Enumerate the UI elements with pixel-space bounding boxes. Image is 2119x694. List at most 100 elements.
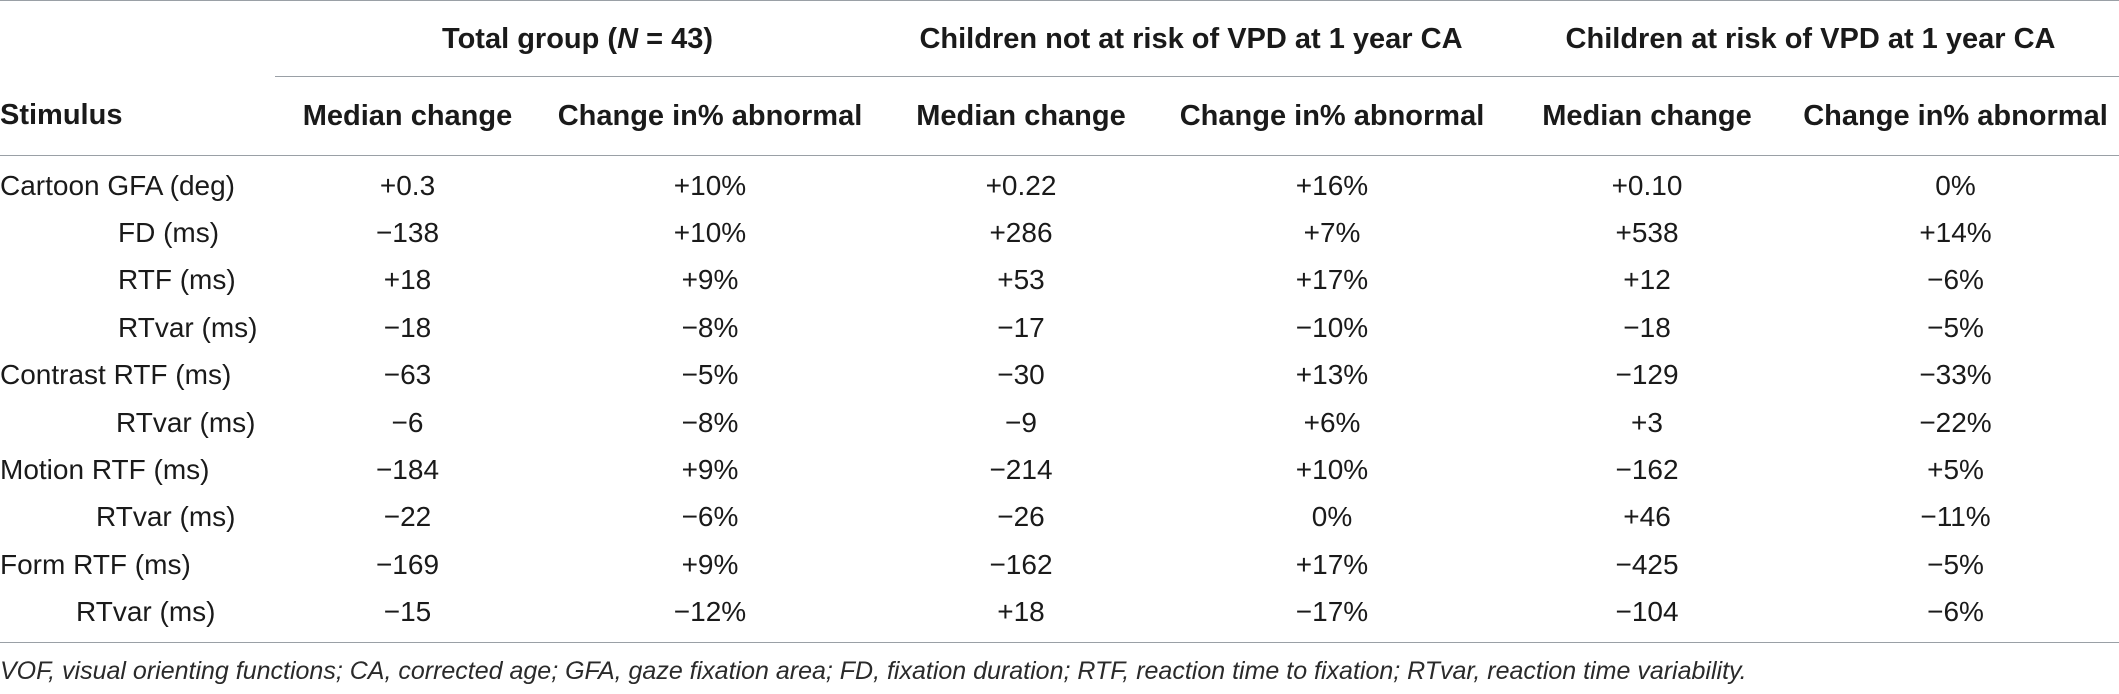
total-median-change-cell: +0.3 xyxy=(379,169,436,201)
stimulus-cell: Form RTF (ms) xyxy=(0,548,191,580)
blank-header-cell xyxy=(0,0,275,77)
total-change-abnormal-cell: −8% xyxy=(681,311,739,343)
not-at-risk-change-abnormal-cell: +13% xyxy=(1295,359,1369,391)
group-header-total: Total group (N = 43) xyxy=(275,0,880,77)
group-header-at-risk: Children at risk of VPD at 1 year CA xyxy=(1502,0,2119,77)
total-change-abnormal-cell: +10% xyxy=(673,169,747,201)
at-risk-change-abnormal-cell: 0% xyxy=(1935,169,1976,201)
not-at-risk-change-abnormal-cell: +16% xyxy=(1295,169,1369,201)
stimulus-cell: FD (ms) xyxy=(118,217,220,249)
total-median-change-cell: −169 xyxy=(375,548,440,580)
at-risk-change-abnormal-cell: −22% xyxy=(1919,406,1992,438)
not-at-risk-change-abnormal-cell: −17% xyxy=(1162,588,1503,643)
not-at-risk-change-abnormal-cell: +7% xyxy=(1303,217,1361,249)
total-change-abnormal-cell: −6% xyxy=(681,501,739,533)
stimulus-cell: RTvar (ms) xyxy=(0,588,275,643)
table-row: Contrast RTF (ms) −63 −5% −30 +13% −129 −33% xyxy=(0,352,2119,399)
not-at-risk-median-change-header: Median change xyxy=(880,76,1162,156)
not-at-risk-change-abnormal-cell: +17% xyxy=(1295,264,1369,296)
at-risk-change-abnormal-cell: −5% xyxy=(1927,548,1984,580)
at-risk-median-change-cell: −425 xyxy=(1615,548,1679,580)
total-group-prefix: Total group ( xyxy=(442,23,618,55)
table-row: RTF (ms) +18 +9% +53 +17% +12 −6% xyxy=(0,257,2119,304)
total-median-change-cell: −15 xyxy=(275,588,540,643)
table-row: Form RTF (ms) −169 +9% −162 +17% −425 −5% xyxy=(0,541,2119,588)
total-median-change-header: Median change xyxy=(275,76,540,156)
total-change-abnormal-cell: −12% xyxy=(540,588,880,643)
not-at-risk-median-change-cell: −9 xyxy=(1005,406,1037,438)
not-at-risk-median-change-cell: +53 xyxy=(997,264,1045,296)
total-change-abnormal-cell: −5% xyxy=(681,359,739,391)
not-at-risk-median-change-cell: −17 xyxy=(997,311,1045,343)
not-at-risk-change-abnormal-cell: 0% xyxy=(1311,501,1353,533)
stimulus-cell: Motion RTF (ms) xyxy=(0,454,210,486)
results-table: Total group (N = 43) Children not at ris… xyxy=(0,0,2119,643)
not-at-risk-median-change-cell: −30 xyxy=(997,359,1045,391)
total-median-change-cell: −184 xyxy=(375,454,440,486)
at-risk-median-change-cell: +0.10 xyxy=(1611,169,1683,201)
table-row: FD (ms) −138 +10% +286 +7% +538 +14% xyxy=(0,209,2119,256)
not-at-risk-change-abnormal-cell: +10% xyxy=(1295,454,1369,486)
at-risk-change-abnormal-cell: −6% xyxy=(1792,588,2119,643)
not-at-risk-median-change-cell: −162 xyxy=(989,548,1053,580)
not-at-risk-change-abnormal-cell: +6% xyxy=(1303,406,1361,438)
table-body: Cartoon GFA (deg) +0.3 +10% +0.22 +16% +0.10 0… xyxy=(0,156,2119,643)
not-at-risk-median-change-cell: +18 xyxy=(880,588,1162,643)
stimulus-cell: Contrast RTF (ms) xyxy=(0,359,232,391)
total-median-change-cell: −22 xyxy=(383,501,432,533)
at-risk-change-abnormal-header: Change in% abnormal xyxy=(1792,76,2119,156)
at-risk-median-change-cell: −162 xyxy=(1615,454,1679,486)
at-risk-change-abnormal-cell: −33% xyxy=(1919,359,1992,391)
at-risk-median-change-cell: −129 xyxy=(1615,359,1679,391)
not-at-risk-change-abnormal-cell: −10% xyxy=(1295,311,1369,343)
at-risk-median-change-cell: −18 xyxy=(1623,311,1671,343)
total-group-suffix: = 43) xyxy=(638,23,713,55)
stimulus-cell: RTF (ms) xyxy=(118,264,236,296)
total-median-change-cell: +18 xyxy=(383,264,432,296)
total-change-abnormal-cell: +9% xyxy=(681,454,739,486)
at-risk-change-abnormal-cell: −5% xyxy=(1927,311,1984,343)
table-row: Cartoon GFA (deg) +0.3 +10% +0.22 +16% +0.10 0… xyxy=(0,156,2119,210)
total-median-change-cell: −63 xyxy=(383,359,432,391)
at-risk-change-abnormal-cell: −11% xyxy=(1920,501,1991,533)
not-at-risk-change-abnormal-cell: +17% xyxy=(1295,548,1369,580)
table-row: RTvar (ms) −22 −6% −26 0% +46 −11% xyxy=(0,494,2119,541)
table-row: RTvar (ms) −18 −8% −17 −10% −18 −5% xyxy=(0,304,2119,351)
not-at-risk-change-abnormal-header: Change in% abnormal xyxy=(1162,76,1503,156)
stimulus-cell: RTvar (ms) xyxy=(116,406,256,438)
at-risk-median-change-cell: +538 xyxy=(1615,217,1679,249)
at-risk-median-change-cell: −104 xyxy=(1502,588,1793,643)
not-at-risk-median-change-cell: −26 xyxy=(997,501,1045,533)
stimulus-cell: Cartoon GFA (deg) xyxy=(0,169,236,201)
at-risk-median-change-cell: +12 xyxy=(1623,264,1671,296)
table-header: Total group (N = 43) Children not at ris… xyxy=(0,0,2119,156)
total-group-n: N xyxy=(617,23,639,55)
table-row: RTvar (ms) −6 −8% −9 +6% +3 −22% xyxy=(0,399,2119,446)
total-median-change-cell: −138 xyxy=(375,217,440,249)
at-risk-change-abnormal-cell: +14% xyxy=(1919,217,1992,249)
total-change-abnormal-cell: +10% xyxy=(673,217,747,249)
at-risk-change-abnormal-cell: +5% xyxy=(1927,454,1984,486)
results-table-container: Total group (N = 43) Children not at ris… xyxy=(0,0,2119,643)
total-change-abnormal-cell: +9% xyxy=(681,264,739,296)
table-row: Motion RTF (ms) −184 +9% −214 +10% −162 +5% xyxy=(0,446,2119,493)
stimulus-header: Stimulus xyxy=(0,76,275,156)
stimulus-cell: RTvar (ms) xyxy=(96,501,236,533)
total-change-abnormal-cell: +9% xyxy=(681,548,739,580)
at-risk-median-change-header: Median change xyxy=(1502,76,1793,156)
not-at-risk-median-change-cell: −214 xyxy=(989,454,1053,486)
not-at-risk-median-change-cell: +286 xyxy=(989,217,1053,249)
total-change-abnormal-cell: −8% xyxy=(681,406,739,438)
at-risk-median-change-cell: +46 xyxy=(1623,501,1671,533)
table-footnote: VOF, visual orienting functions; CA, cor… xyxy=(0,657,1747,685)
total-median-change-cell: −6 xyxy=(391,406,424,438)
subheader-row: Stimulus Median change Change in% abnorm… xyxy=(0,76,2119,156)
at-risk-change-abnormal-cell: −6% xyxy=(1927,264,1984,296)
group-header-not-at-risk: Children not at risk of VPD at 1 year CA xyxy=(880,0,1503,77)
at-risk-median-change-cell: +3 xyxy=(1631,406,1663,438)
table-row: RTvar (ms) −15 −12% +18 −17% −104 −6% xyxy=(0,588,2119,643)
total-median-change-cell: −18 xyxy=(383,311,432,343)
stimulus-cell: RTvar (ms) xyxy=(118,311,258,343)
group-header-row: Total group (N = 43) Children not at ris… xyxy=(0,0,2119,77)
not-at-risk-median-change-cell: +0.22 xyxy=(985,169,1057,201)
